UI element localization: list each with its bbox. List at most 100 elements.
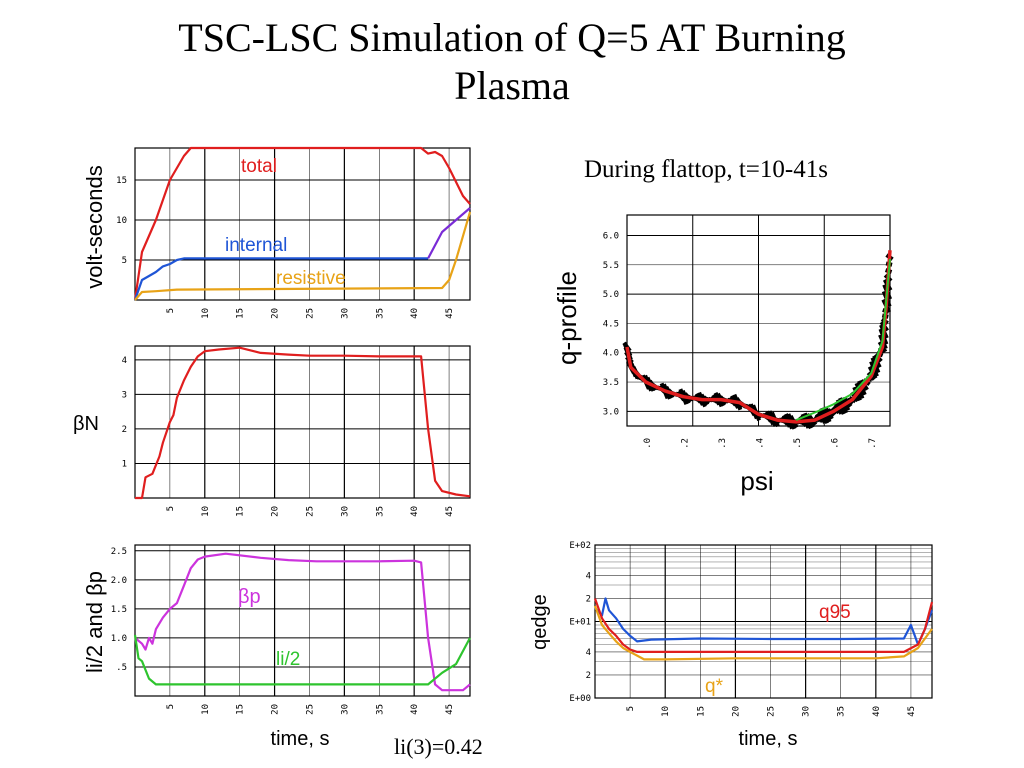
x-tick-label: 15 [236, 506, 246, 517]
x-tick-label: 35 [375, 704, 385, 715]
plot-q-profile: .0 .2 .3 .4 .5 .6 .7 3.0 3.5 4.0 4.5 5.0 5.5 6.0 [603, 214, 894, 449]
y-tick-label: 3.5 [603, 378, 619, 388]
y-tick-label: 5.0 [603, 290, 619, 300]
xlabel-li-betap: time, s [271, 728, 330, 750]
x-tick-label: 45 [445, 704, 455, 715]
x-tick-label: 40 [872, 706, 882, 717]
label-internal: internal [225, 235, 287, 256]
series-line-li2 [133, 634, 471, 686]
x-tick-label: 5 [166, 506, 176, 511]
y-tick-label: 1.5 [111, 605, 127, 615]
y-tick-label: .5 [116, 663, 127, 673]
x-tick-label: 25 [305, 308, 315, 319]
y-tick-label: 2 [122, 425, 127, 435]
y-minor-label: 4 [586, 571, 591, 581]
x-tick-label: 20 [271, 704, 281, 715]
y-tick-label: 4 [122, 356, 127, 366]
y-tick-label: 15 [116, 176, 127, 186]
x-tick-label: 45 [445, 308, 455, 319]
series-line-p [134, 552, 471, 692]
x-tick-label: 45 [907, 706, 917, 717]
x-tick-label: 15 [236, 704, 246, 715]
x-tick-label: 15 [236, 308, 246, 319]
x-tick-label: 40 [410, 704, 420, 715]
y-minor-label: 4 [586, 648, 591, 658]
y-tick-label: 2.0 [111, 576, 127, 586]
footnote: li(3)=0.42 [394, 734, 483, 759]
x-tick-label: .0 [643, 438, 653, 449]
slide-title-line2: Plasma [454, 63, 570, 108]
y-tick-label: 6.0 [603, 232, 619, 242]
series-line-s0 [135, 346, 471, 500]
x-tick-label: 35 [837, 706, 847, 717]
y-tick-label: 1 [122, 459, 127, 469]
y-tick-label: 4.5 [603, 319, 619, 329]
y-tick-label: 4.0 [603, 349, 619, 359]
x-tick-label: 5 [166, 308, 176, 313]
x-tick-label: 5 [626, 706, 636, 711]
ylabel-qedge: qedge [529, 594, 551, 650]
x-tick-label: 25 [305, 506, 315, 517]
x-tick-label: 25 [305, 704, 315, 715]
x-tick-label: 30 [802, 706, 812, 717]
subtitle: During flattop, t=10-41s [584, 156, 828, 183]
y-minor-label: 2 [586, 671, 591, 681]
ylabel-li-betap: li/2 and βp [82, 571, 107, 673]
y-tick-label: 1.0 [111, 634, 127, 644]
series-line-q95 [593, 598, 934, 653]
series-line-s0 [594, 597, 934, 646]
x-tick-label: .2 [680, 438, 690, 449]
x-tick-label: 10 [201, 308, 211, 319]
x-tick-label: 35 [375, 308, 385, 319]
ylabel-q-profile: q-profile [552, 271, 582, 365]
x-tick-label: 45 [445, 506, 455, 517]
label-li2: li/2 [276, 649, 300, 670]
x-tick-label: 20 [271, 308, 281, 319]
y-tick-label: E+01 [569, 618, 591, 628]
x-tick-label: 30 [340, 506, 350, 517]
xlabel-psi: psi [740, 466, 773, 496]
series-line-s1 [795, 258, 891, 422]
y-minor-label: 2 [586, 594, 591, 604]
series-line-total [133, 146, 471, 301]
slide-title: TSC-LSC Simulation of Q=5 AT Burning Pla… [0, 14, 1024, 110]
x-tick-label: .3 [718, 438, 728, 449]
series-line-resistive [134, 211, 472, 301]
x-tick-label: 25 [767, 706, 777, 717]
label-resistive: resistive [276, 268, 346, 289]
x-tick-label: .4 [756, 438, 766, 449]
y-tick-label: 5 [122, 256, 127, 266]
x-tick-label: 20 [731, 706, 741, 717]
y-tick-label: 2.5 [111, 547, 127, 557]
label-qstar: q* [705, 676, 724, 697]
x-tick-label: .5 [793, 438, 803, 449]
label-betap: βp [238, 586, 261, 608]
x-tick-label: .6 [831, 438, 841, 449]
label-q95: q95 [819, 602, 851, 623]
x-tick-label: 40 [410, 308, 420, 319]
x-tick-label: 30 [340, 704, 350, 715]
y-tick-label: E+02 [569, 541, 591, 551]
x-tick-label: 5 [166, 704, 176, 709]
y-tick-label: 10 [116, 216, 127, 226]
x-tick-label: 10 [201, 506, 211, 517]
series-line-s0 [625, 250, 892, 424]
x-tick-label: .7 [868, 438, 878, 449]
plot-beta-n: 5 10 15 20 25 30 35 40 45 1 2 3 4 [122, 345, 471, 517]
x-tick-label: 35 [375, 506, 385, 517]
y-tick-label: 3.0 [603, 407, 619, 417]
xlabel-qedge: time, s [739, 728, 798, 750]
label-total: total [241, 156, 277, 177]
ylabel-volt-seconds: volt-seconds [82, 165, 107, 289]
series-line-s2 [427, 207, 471, 259]
plot-volt-seconds: 5 10 15 20 25 30 35 40 45 5 10 15 [116, 146, 472, 319]
x-tick-label: 40 [410, 506, 420, 517]
ylabel-beta-n: βN [73, 413, 99, 435]
series-line-q [593, 605, 933, 661]
slide-title-line1: TSC-LSC Simulation of Q=5 AT Burning [178, 15, 846, 60]
x-tick-label: 15 [696, 706, 706, 717]
x-tick-label: 20 [271, 506, 281, 517]
